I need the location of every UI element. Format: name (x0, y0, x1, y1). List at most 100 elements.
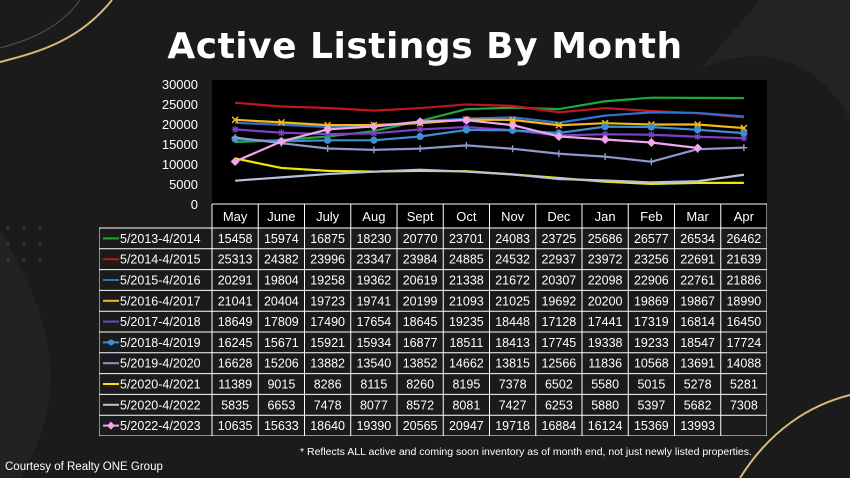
data-point (647, 123, 655, 131)
x-tick-label: Apr (734, 209, 755, 224)
data-cell: 16884 (541, 419, 576, 433)
data-cell: 16814 (680, 315, 715, 329)
data-cell: 23972 (588, 253, 623, 267)
y-tick-label: 25000 (162, 97, 198, 112)
data-cell: 17441 (588, 315, 623, 329)
data-cell: 19718 (495, 419, 530, 433)
data-cell: 7478 (314, 398, 342, 412)
data-cell: 18649 (218, 315, 253, 329)
x-tick-label: Nov (501, 209, 525, 224)
series-line-4 (235, 118, 744, 130)
data-cell: 18511 (449, 336, 483, 350)
data-point (740, 144, 748, 152)
series-label: 5/2016-4/2017 (120, 294, 201, 308)
data-point (230, 156, 240, 166)
data-cell: 17490 (310, 315, 345, 329)
data-cell: 13993 (680, 419, 715, 433)
data-cell: 8195 (452, 378, 480, 392)
x-tick-label: June (267, 209, 295, 224)
legend-key-marker (108, 339, 114, 346)
data-point (740, 134, 748, 142)
data-cell: 19741 (356, 294, 391, 308)
data-cell: 15671 (264, 336, 299, 350)
data-cell: 15633 (264, 419, 299, 433)
series-line-6 (235, 125, 744, 143)
data-cell: 5397 (637, 398, 665, 412)
data-point (369, 121, 379, 131)
series-line-7 (234, 136, 744, 163)
series-label: 5/2019-4/2020 (120, 357, 201, 371)
data-cell: 14662 (449, 357, 484, 371)
data-cell: 7308 (730, 398, 758, 412)
data-point (370, 136, 378, 144)
series-label: 5/2014-4/2015 (120, 253, 201, 267)
data-cell: 19390 (356, 419, 391, 433)
data-cell: 15369 (634, 419, 669, 433)
data-point (555, 150, 563, 158)
data-cell: 15206 (264, 357, 299, 371)
data-cell: 26462 (726, 232, 761, 246)
x-tick-label: May (223, 209, 248, 224)
data-cell: 26577 (634, 232, 669, 246)
data-cell: 18990 (726, 294, 761, 308)
data-point (555, 121, 563, 129)
data-point (415, 117, 425, 127)
data-cell: 13852 (403, 357, 438, 371)
data-cell: 20199 (403, 294, 438, 308)
data-cell: 23701 (449, 232, 484, 246)
series-line-3 (235, 111, 744, 129)
data-cell: 8260 (406, 378, 434, 392)
data-point (508, 120, 518, 130)
data-point (601, 123, 609, 131)
active-listings-chart: 0 5000 10000 15000 20000 25000 30000 May June Jul… (99, 80, 767, 436)
data-cell: 16450 (726, 315, 761, 329)
data-point (277, 118, 285, 126)
y-tick-label: 5000 (169, 177, 198, 192)
data-cell: 22937 (541, 253, 576, 267)
data-cell: 22906 (634, 274, 669, 288)
data-point (694, 126, 702, 134)
data-point (370, 129, 378, 137)
data-cell: 20307 (541, 274, 576, 288)
data-cell: 13691 (680, 357, 715, 371)
data-cell: 19867 (680, 294, 715, 308)
data-point (416, 145, 424, 153)
data-cell: 20565 (403, 419, 438, 433)
series-label: 5/2018-4/2019 (120, 336, 201, 350)
data-cell: 24885 (449, 253, 484, 267)
data-cell: 13540 (356, 357, 391, 371)
x-tick-label: Aug (362, 209, 385, 224)
series-label: 5/2022-4/2023 (120, 419, 201, 433)
data-cell: 19235 (449, 315, 484, 329)
data-point (554, 131, 564, 141)
data-cell: 19804 (264, 274, 299, 288)
series-line-9 (235, 168, 745, 184)
data-point (694, 133, 702, 141)
credit-text: Courtesy of Realty ONE Group (5, 461, 163, 473)
data-cell: 15934 (356, 336, 391, 350)
data-cell: 19362 (356, 274, 391, 288)
data-point (231, 125, 239, 133)
data-cell: 23725 (541, 232, 576, 246)
data-cell: 20404 (264, 294, 299, 308)
series-label: 5/2020-4/2021 (120, 378, 201, 392)
data-cell: 17745 (541, 336, 576, 350)
data-cell: 10635 (218, 419, 253, 433)
data-cell: 16628 (218, 357, 253, 371)
data-cell: 8286 (314, 378, 342, 392)
data-cell: 5015 (637, 378, 665, 392)
data-point (601, 130, 609, 138)
data-cell: 23984 (403, 253, 438, 267)
data-cell: 15974 (264, 232, 299, 246)
data-point (647, 131, 655, 139)
x-tick-label: Feb (640, 209, 662, 224)
y-tick-label: 0 (191, 197, 198, 212)
data-cell: 15921 (310, 336, 345, 350)
data-point (231, 116, 239, 124)
x-tick-label: Dec (547, 209, 571, 224)
data-cell: 8115 (360, 378, 387, 392)
data-cell: 22098 (588, 274, 623, 288)
data-point (693, 143, 703, 153)
data-cell: 20770 (403, 232, 438, 246)
data-cell: 5580 (591, 378, 619, 392)
